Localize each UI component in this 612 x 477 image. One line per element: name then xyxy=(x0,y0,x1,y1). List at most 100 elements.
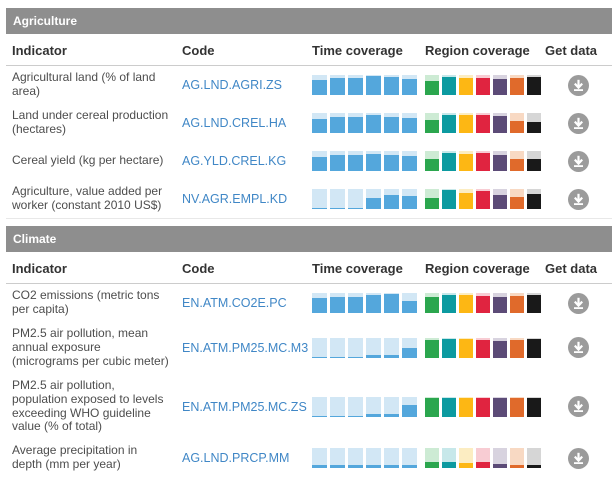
time-coverage-bar xyxy=(330,189,345,209)
region-coverage-bar xyxy=(493,113,507,133)
indicator-name: Average precipitation in depth (mm per y… xyxy=(12,443,138,472)
indicator-code-link[interactable]: AG.YLD.CREL.KG xyxy=(182,154,287,168)
region-coverage-bar xyxy=(493,293,507,313)
region-coverage-bar xyxy=(527,337,541,358)
time-coverage-bar xyxy=(312,337,327,358)
indicator-name: PM2.5 air pollution, population exposed … xyxy=(12,377,164,434)
region-coverage-bar xyxy=(493,448,507,469)
region-coverage-bar xyxy=(510,293,524,313)
region-coverage-bar xyxy=(510,189,524,209)
region-coverage-bars xyxy=(425,75,545,95)
indicator-code-link[interactable]: EN.ATM.CO2E.PC xyxy=(182,296,287,310)
get-data-button[interactable] xyxy=(568,74,589,96)
region-coverage-bars xyxy=(425,293,545,313)
region-coverage-bar xyxy=(459,337,473,358)
region-coverage-bar xyxy=(459,75,473,95)
region-coverage-bar xyxy=(493,396,507,417)
time-coverage-bar xyxy=(330,75,345,95)
indicator-name: Agriculture, value added per worker (con… xyxy=(12,184,163,212)
column-header-region-coverage: Region coverage xyxy=(425,261,530,276)
region-coverage-bar xyxy=(527,293,541,313)
region-coverage-bar xyxy=(527,189,541,209)
column-header-indicator: Indicator xyxy=(12,43,67,58)
region-coverage-bar xyxy=(476,293,490,313)
region-coverage-bar xyxy=(527,113,541,133)
region-coverage-bar xyxy=(425,151,439,171)
get-data-button[interactable] xyxy=(568,337,589,359)
get-data-button[interactable] xyxy=(568,292,589,314)
column-header-time-coverage: Time coverage xyxy=(312,43,403,58)
time-coverage-bar xyxy=(402,75,417,95)
region-coverage-bar xyxy=(510,75,524,95)
time-coverage-bar xyxy=(402,337,417,358)
time-coverage-bar xyxy=(330,293,345,313)
time-coverage-bar xyxy=(330,113,345,133)
get-data-button[interactable] xyxy=(568,112,589,134)
indicator-name: Land under cereal production (hectares) xyxy=(12,108,169,136)
section-rows: CO2 emissions (metric tons per capita) E… xyxy=(6,284,612,477)
time-coverage-bar xyxy=(348,337,363,358)
region-coverage-bar xyxy=(527,151,541,171)
region-coverage-bar xyxy=(425,293,439,313)
time-coverage-bars xyxy=(312,189,425,209)
time-coverage-bar xyxy=(330,151,345,171)
download-icon xyxy=(568,112,589,134)
column-header-row: Indicator Code Time coverage Region cove… xyxy=(6,252,612,284)
column-header-get-data: Get data xyxy=(545,261,598,276)
time-coverage-bar xyxy=(312,113,327,133)
time-coverage-bar xyxy=(384,293,399,313)
time-coverage-bar xyxy=(366,75,381,95)
region-coverage-bars xyxy=(425,151,545,171)
time-coverage-bars xyxy=(312,151,425,171)
region-coverage-bar xyxy=(459,189,473,209)
region-coverage-bar xyxy=(476,396,490,417)
region-coverage-bar xyxy=(493,75,507,95)
get-data-button[interactable] xyxy=(568,447,589,469)
download-icon xyxy=(568,396,589,418)
region-coverage-bar xyxy=(442,189,456,209)
download-icon xyxy=(568,188,589,210)
region-coverage-bar xyxy=(425,396,439,417)
time-coverage-bar xyxy=(384,448,399,469)
region-coverage-bar xyxy=(476,189,490,209)
region-coverage-bar xyxy=(510,337,524,358)
time-coverage-bar xyxy=(366,189,381,209)
time-coverage-bar xyxy=(348,396,363,417)
time-coverage-bar xyxy=(402,151,417,171)
indicator-code-link[interactable]: AG.LND.CREL.HA xyxy=(182,116,287,130)
time-coverage-bars xyxy=(312,293,425,313)
indicator-row: Agriculture, value added per worker (con… xyxy=(6,180,612,218)
time-coverage-bar xyxy=(312,189,327,209)
time-coverage-bar xyxy=(312,293,327,313)
indicator-row: Cereal yield (kg per hectare) AG.YLD.CRE… xyxy=(6,142,612,180)
region-coverage-bar xyxy=(442,113,456,133)
region-coverage-bar xyxy=(476,448,490,469)
time-coverage-bar xyxy=(348,75,363,95)
region-coverage-bars xyxy=(425,396,545,417)
get-data-button[interactable] xyxy=(568,150,589,172)
indicator-name: Cereal yield (kg per hectare) xyxy=(12,153,164,168)
time-coverage-bar xyxy=(384,337,399,358)
time-coverage-bar xyxy=(384,113,399,133)
time-coverage-bars xyxy=(312,75,425,95)
time-coverage-bar xyxy=(348,293,363,313)
region-coverage-bar xyxy=(493,189,507,209)
region-coverage-bar xyxy=(425,337,439,358)
indicator-code-link[interactable]: AG.LND.AGRI.ZS xyxy=(182,78,283,92)
get-data-button[interactable] xyxy=(568,396,589,418)
time-coverage-bar xyxy=(348,151,363,171)
time-coverage-bar xyxy=(330,396,345,417)
time-coverage-bar xyxy=(402,448,417,469)
time-coverage-bar xyxy=(366,151,381,171)
time-coverage-bar xyxy=(402,189,417,209)
indicator-code-link[interactable]: EN.ATM.PM25.MC.ZS xyxy=(182,399,307,414)
indicator-code-link[interactable]: EN.ATM.PM25.MC.M3 xyxy=(182,340,309,355)
section-rows: Agricultural land (% of land area) AG.LN… xyxy=(6,66,612,218)
indicator-code-link[interactable]: AG.LND.PRCP.MM xyxy=(182,451,290,466)
region-coverage-bar xyxy=(442,337,456,358)
indicator-code-link[interactable]: NV.AGR.EMPL.KD xyxy=(182,192,288,206)
get-data-button[interactable] xyxy=(568,188,589,210)
region-coverage-bar xyxy=(459,448,473,469)
region-coverage-bar xyxy=(493,337,507,358)
region-coverage-bar xyxy=(442,396,456,417)
